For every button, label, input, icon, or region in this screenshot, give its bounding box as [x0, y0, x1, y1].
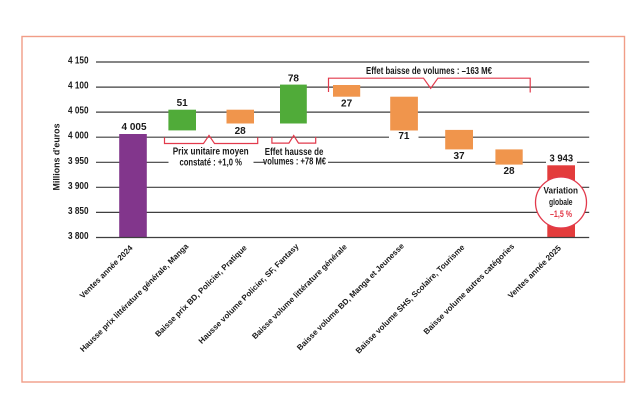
svg-text:Millions d'euros: Millions d'euros	[52, 124, 62, 191]
svg-text:3 900: 3 900	[68, 181, 89, 192]
svg-text:Prix unitaire moyen: Prix unitaire moyen	[173, 147, 249, 158]
svg-text:Effet baisse de volumes : –163: Effet baisse de volumes : –163 M€	[366, 66, 492, 77]
svg-text:Hausse prix littérature généra: Hausse prix littérature générale, Manga	[78, 241, 190, 353]
svg-text:28: 28	[235, 126, 247, 137]
svg-text:volumes : +78 M€: volumes : +78 M€	[263, 156, 326, 167]
svg-text:4 005: 4 005	[122, 122, 147, 133]
svg-text:37: 37	[453, 151, 465, 162]
svg-text:27: 27	[341, 98, 353, 109]
svg-text:Hausse volume Policier, SF, Fa: Hausse volume Policier, SF, Fantasy	[197, 241, 301, 345]
svg-text:Ventes année 2025: Ventes année 2025	[506, 243, 563, 300]
svg-text:constaté : +1,0 %: constaté : +1,0 %	[179, 157, 242, 168]
svg-text:Effet hausse de: Effet hausse de	[265, 147, 324, 158]
svg-text:Baisse volume littérature géné: Baisse volume littérature générale	[250, 242, 349, 341]
svg-text:globale: globale	[549, 196, 573, 207]
svg-text:–1,5 %: –1,5 %	[550, 209, 572, 220]
svg-text:4 100: 4 100	[68, 81, 89, 92]
svg-text:28: 28	[503, 166, 515, 177]
svg-text:Baisse volume BD, Manga et Jeu: Baisse volume BD, Manga et Jeunesse	[295, 241, 406, 352]
svg-text:51: 51	[177, 98, 189, 109]
svg-text:3 850: 3 850	[68, 206, 89, 217]
svg-text:3 950: 3 950	[68, 156, 89, 167]
svg-text:3 800: 3 800	[68, 231, 89, 242]
svg-text:Variation: Variation	[544, 185, 579, 196]
svg-text:Ventes année 2024: Ventes année 2024	[78, 243, 135, 300]
svg-text:71: 71	[398, 131, 410, 142]
svg-text:78: 78	[288, 73, 300, 84]
svg-text:3 943: 3 943	[550, 154, 574, 165]
svg-text:4 000: 4 000	[68, 131, 89, 142]
svg-text:Baisse volume autres catégorie: Baisse volume autres catégories	[422, 241, 517, 336]
svg-text:Baisse volume SHS, Scolaire, T: Baisse volume SHS, Scolaire, Tourisme	[354, 242, 467, 355]
svg-text:4 150: 4 150	[68, 56, 89, 67]
svg-text:4 050: 4 050	[68, 106, 89, 117]
